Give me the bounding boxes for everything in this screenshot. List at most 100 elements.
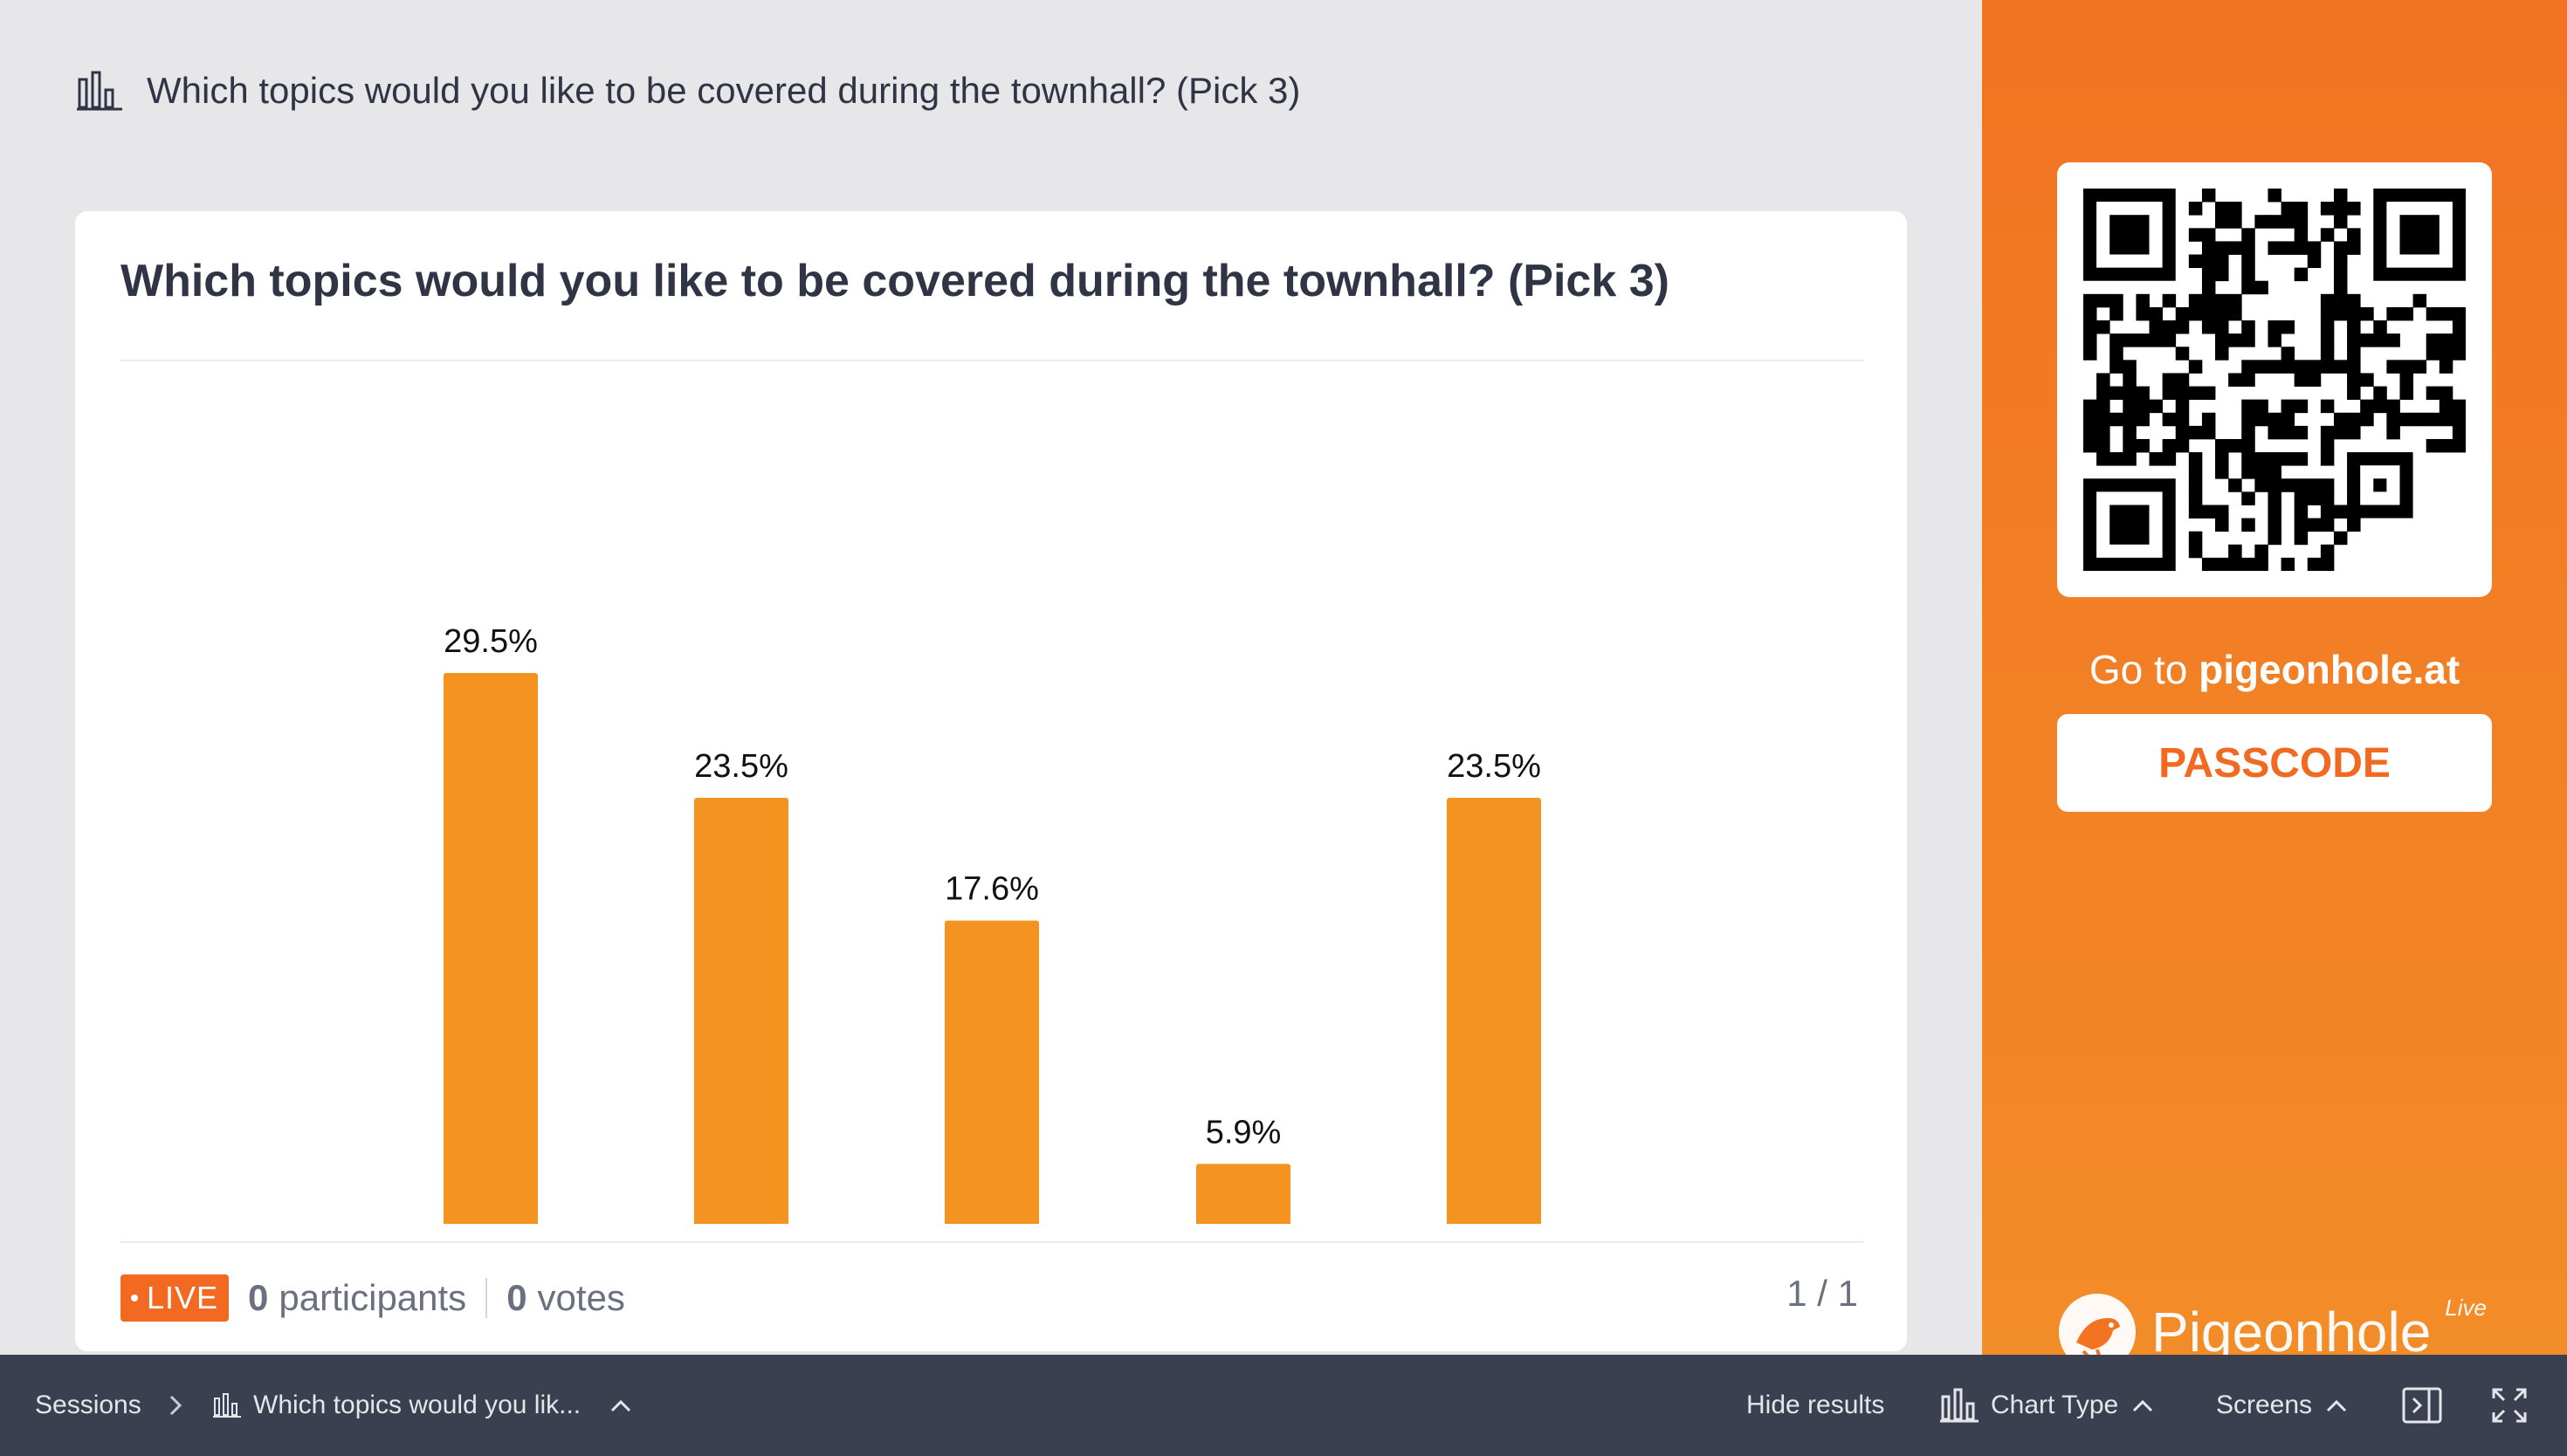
qr-module — [2201, 241, 2216, 255]
qr-module — [2320, 399, 2335, 414]
qr-module — [2333, 306, 2348, 321]
qr-module — [2241, 465, 2255, 479]
question-selector[interactable]: Which topics would you lik... — [213, 1355, 633, 1456]
qr-module — [2228, 544, 2242, 559]
qr-module — [2333, 267, 2348, 282]
qr-module — [2188, 425, 2203, 440]
qr-module — [2386, 412, 2400, 427]
sessions-breadcrumb[interactable]: Sessions — [35, 1355, 141, 1456]
qr-module — [2320, 360, 2335, 374]
hide-results-label[interactable]: Hide results — [1746, 1391, 1885, 1419]
qr-module — [2333, 254, 2348, 269]
qr-module — [2307, 557, 2322, 571]
qr-module — [2096, 412, 2110, 427]
qr-module — [2439, 386, 2453, 401]
qr-module — [2201, 189, 2216, 203]
qr-module — [2268, 241, 2281, 255]
qr-module — [2241, 333, 2255, 347]
separator — [485, 1278, 488, 1318]
qr-module — [2096, 399, 2110, 414]
brand-suffix: Live — [2445, 1294, 2487, 1321]
qr-module — [2188, 478, 2203, 492]
qr-module — [2109, 360, 2123, 374]
fullscreen-icon[interactable] — [2490, 1386, 2529, 1425]
qr-module — [2294, 425, 2309, 440]
sidebar-toggle-icon[interactable] — [2401, 1384, 2443, 1426]
screens-label[interactable]: Screens — [2216, 1391, 2313, 1419]
qr-module — [2399, 386, 2413, 401]
qr-module — [2188, 306, 2203, 321]
divider — [120, 1241, 1863, 1243]
qr-module — [2268, 333, 2281, 347]
qr-module — [2281, 412, 2295, 427]
qr-module — [2268, 425, 2281, 440]
qr-module — [2175, 347, 2190, 361]
qr-module — [2426, 333, 2440, 347]
qr-module — [2452, 438, 2466, 453]
qr-module — [2201, 293, 2216, 308]
pager: 1 / 1 — [1786, 1273, 1858, 1314]
qr-module — [2175, 306, 2190, 321]
screens-button[interactable]: Screens — [2216, 1355, 2349, 1456]
qr-module — [2307, 491, 2322, 505]
presentation-area: Which topics would you like to be covere… — [75, 70, 1907, 1351]
divider — [120, 360, 1863, 361]
qr-module — [2268, 412, 2281, 427]
hide-results-button[interactable]: Hide results — [1746, 1355, 1884, 1456]
qr-module — [2307, 373, 2322, 387]
chevron-up-icon — [2327, 1399, 2347, 1412]
qr-module — [2268, 505, 2281, 519]
qr-module — [2268, 518, 2281, 532]
qr-module — [2426, 412, 2440, 427]
bar-2 — [945, 920, 1039, 1224]
qr-module — [2162, 373, 2177, 387]
qr-module — [2281, 347, 2295, 361]
qr-module — [2201, 320, 2216, 334]
fullscreen-button[interactable] — [2490, 1355, 2529, 1456]
chevron-up-icon — [2133, 1399, 2153, 1412]
qr-module — [2136, 438, 2150, 453]
qr-module — [2254, 215, 2268, 229]
qr-module — [2136, 412, 2150, 427]
chevron-up-icon[interactable] — [609, 1397, 633, 1414]
sessions-link[interactable]: Sessions — [35, 1391, 141, 1419]
qr-module — [2281, 557, 2295, 571]
qr-module — [2241, 438, 2255, 453]
qr-module — [2360, 412, 2374, 427]
qr-module — [2228, 306, 2242, 321]
qr-module — [2386, 360, 2400, 374]
qr-module — [2241, 518, 2255, 532]
qr-module — [2412, 293, 2427, 308]
qr-module — [2439, 412, 2453, 427]
qr-module — [2188, 544, 2203, 559]
qr-module — [2241, 491, 2255, 505]
qr-module — [2426, 306, 2440, 321]
qr-module — [2412, 412, 2427, 427]
qr-module — [2320, 438, 2335, 453]
qr-module — [2228, 215, 2242, 229]
qr-module — [2347, 333, 2361, 347]
sidebar-toggle-button[interactable] — [2401, 1355, 2443, 1456]
qr-module — [2307, 254, 2322, 269]
card-title: Which topics would you like to be covere… — [120, 256, 1669, 306]
qr-module — [2254, 360, 2268, 374]
chart-type-button[interactable]: Chart Type — [1940, 1355, 2155, 1456]
qr-module — [2228, 202, 2242, 216]
qr-module — [2360, 306, 2374, 321]
qr-module — [2347, 320, 2361, 334]
current-question[interactable]: Which topics would you lik... — [253, 1391, 582, 1419]
qr-module — [2201, 267, 2216, 282]
qr-module — [2268, 491, 2281, 505]
qr-module — [2188, 531, 2203, 546]
results-card: Which topics would you like to be covere… — [75, 211, 1907, 1351]
qr-module — [2123, 399, 2137, 414]
qr-module — [2294, 452, 2309, 466]
qr-module — [2215, 438, 2229, 453]
qr-module — [2452, 306, 2466, 321]
qr-module — [2254, 412, 2268, 427]
qr-module — [2320, 491, 2335, 505]
qr-module — [2386, 425, 2400, 440]
qr-module — [2215, 254, 2229, 269]
chart-type-label[interactable]: Chart Type — [1991, 1391, 2119, 1419]
qr-module — [2268, 215, 2281, 229]
